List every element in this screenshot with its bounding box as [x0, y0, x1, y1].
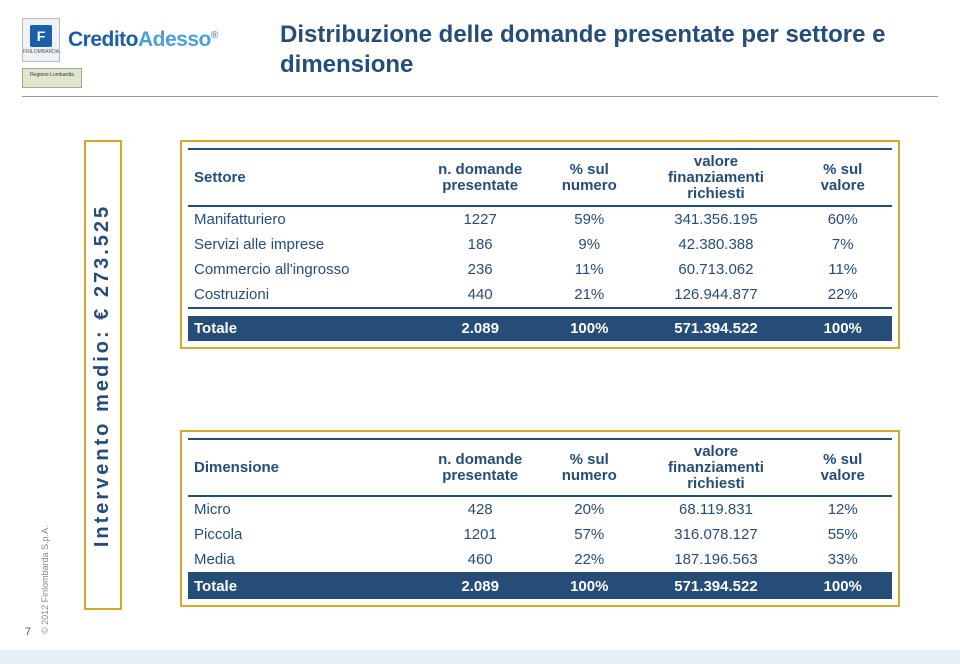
logo-block: F FINLOMBARDA CreditoAdesso® — [22, 18, 218, 62]
row-v: 341.356.195 — [639, 206, 794, 232]
row-pv: 33% — [793, 547, 892, 573]
row-n: 1227 — [420, 206, 540, 232]
row-v: 42.380.388 — [639, 232, 794, 257]
settore-table: Settore n. domande presentate % sul nume… — [188, 148, 892, 341]
dimensione-table: Dimensione n. domande presentate % sul n… — [188, 438, 892, 599]
sulval-header: % sul valore — [793, 439, 892, 496]
credito-logo: CreditoAdesso® — [68, 28, 218, 52]
row-label: Manifatturiero — [188, 206, 420, 232]
row-label: Costruzioni — [188, 282, 420, 308]
total-pn: 100% — [540, 573, 639, 599]
settore-table-card: Settore n. domande presentate % sul nume… — [180, 140, 900, 349]
row-label: Servizi alle imprese — [188, 232, 420, 257]
row-n: 186 — [420, 232, 540, 257]
row-pv: 60% — [793, 206, 892, 232]
logo-sub: FINLOMBARDA — [23, 49, 59, 55]
row-pn: 59% — [540, 206, 639, 232]
logo-letter: F — [30, 25, 52, 47]
row-label: Piccola — [188, 522, 420, 547]
row-label: Micro — [188, 496, 420, 522]
credito-logo-left: Credito — [68, 28, 138, 51]
intervento-medio-card: Intervento medio: € 273.525 — [84, 140, 122, 610]
table-row: Servizi alle imprese 186 9% 42.380.388 7… — [188, 232, 892, 257]
row-pn: 21% — [540, 282, 639, 308]
total-n: 2.089 — [420, 573, 540, 599]
table-row: Manifatturiero 1227 59% 341.356.195 60% — [188, 206, 892, 232]
total-n: 2.089 — [420, 316, 540, 341]
table-row: Micro 428 20% 68.119.831 12% — [188, 496, 892, 522]
sulnum-header: % sul numero — [540, 149, 639, 206]
ndomande-header: n. domande presentate — [420, 149, 540, 206]
total-v: 571.394.522 — [639, 316, 794, 341]
row-v: 187.196.563 — [639, 547, 794, 573]
total-v: 571.394.522 — [639, 573, 794, 599]
finlombarda-logo: F FINLOMBARDA — [22, 18, 60, 62]
table-spacer — [188, 308, 892, 316]
dimensione-header: Dimensione — [188, 439, 420, 496]
settore-header: Settore — [188, 149, 420, 206]
total-pv: 100% — [793, 316, 892, 341]
row-pn: 9% — [540, 232, 639, 257]
row-pv: 12% — [793, 496, 892, 522]
page-number: 7 — [25, 626, 31, 638]
row-label: Commercio all'ingrosso — [188, 257, 420, 282]
total-label: Totale — [188, 573, 420, 599]
header-divider — [22, 96, 938, 97]
table-row: Commercio all'ingrosso 236 11% 60.713.06… — [188, 257, 892, 282]
dimensione-table-card: Dimensione n. domande presentate % sul n… — [180, 430, 900, 607]
sulval-header: % sul valore — [793, 149, 892, 206]
valfin-header: valore finanziamenti richiesti — [639, 439, 794, 496]
table-total-row: Totale 2.089 100% 571.394.522 100% — [188, 573, 892, 599]
row-pn: 20% — [540, 496, 639, 522]
credito-logo-reg: ® — [211, 30, 218, 41]
total-label: Totale — [188, 316, 420, 341]
row-pv: 7% — [793, 232, 892, 257]
ndomande-header: n. domande presentate — [420, 439, 540, 496]
row-pn: 22% — [540, 547, 639, 573]
credito-logo-right: Adesso — [138, 28, 211, 51]
row-pv: 22% — [793, 282, 892, 308]
row-pv: 11% — [793, 257, 892, 282]
sulnum-header: % sul numero — [540, 439, 639, 496]
footer-band — [0, 650, 960, 664]
table-total-row: Totale 2.089 100% 571.394.522 100% — [188, 316, 892, 341]
row-v: 68.119.831 — [639, 496, 794, 522]
page-title: Distribuzione delle domande presentate p… — [280, 20, 900, 80]
row-v: 316.078.127 — [639, 522, 794, 547]
intervento-medio-label: Intervento medio: € 273.525 — [92, 203, 115, 546]
row-n: 1201 — [420, 522, 540, 547]
row-n: 440 — [420, 282, 540, 308]
row-label: Media — [188, 547, 420, 573]
row-v: 60.713.062 — [639, 257, 794, 282]
table-row: Piccola 1201 57% 316.078.127 55% — [188, 522, 892, 547]
row-pn: 11% — [540, 257, 639, 282]
row-pn: 57% — [540, 522, 639, 547]
row-pv: 55% — [793, 522, 892, 547]
total-pn: 100% — [540, 316, 639, 341]
row-n: 428 — [420, 496, 540, 522]
copyright-text: © 2012 Finlombarda S.p.A. — [40, 525, 50, 634]
valfin-header: valore finanziamenti richiesti — [639, 149, 794, 206]
row-n: 236 — [420, 257, 540, 282]
regione-lombardia-logo: Regione Lombardia — [22, 68, 82, 88]
table-row: Media 460 22% 187.196.563 33% — [188, 547, 892, 573]
table-row: Costruzioni 440 21% 126.944.877 22% — [188, 282, 892, 308]
total-pv: 100% — [793, 573, 892, 599]
row-v: 126.944.877 — [639, 282, 794, 308]
row-n: 460 — [420, 547, 540, 573]
